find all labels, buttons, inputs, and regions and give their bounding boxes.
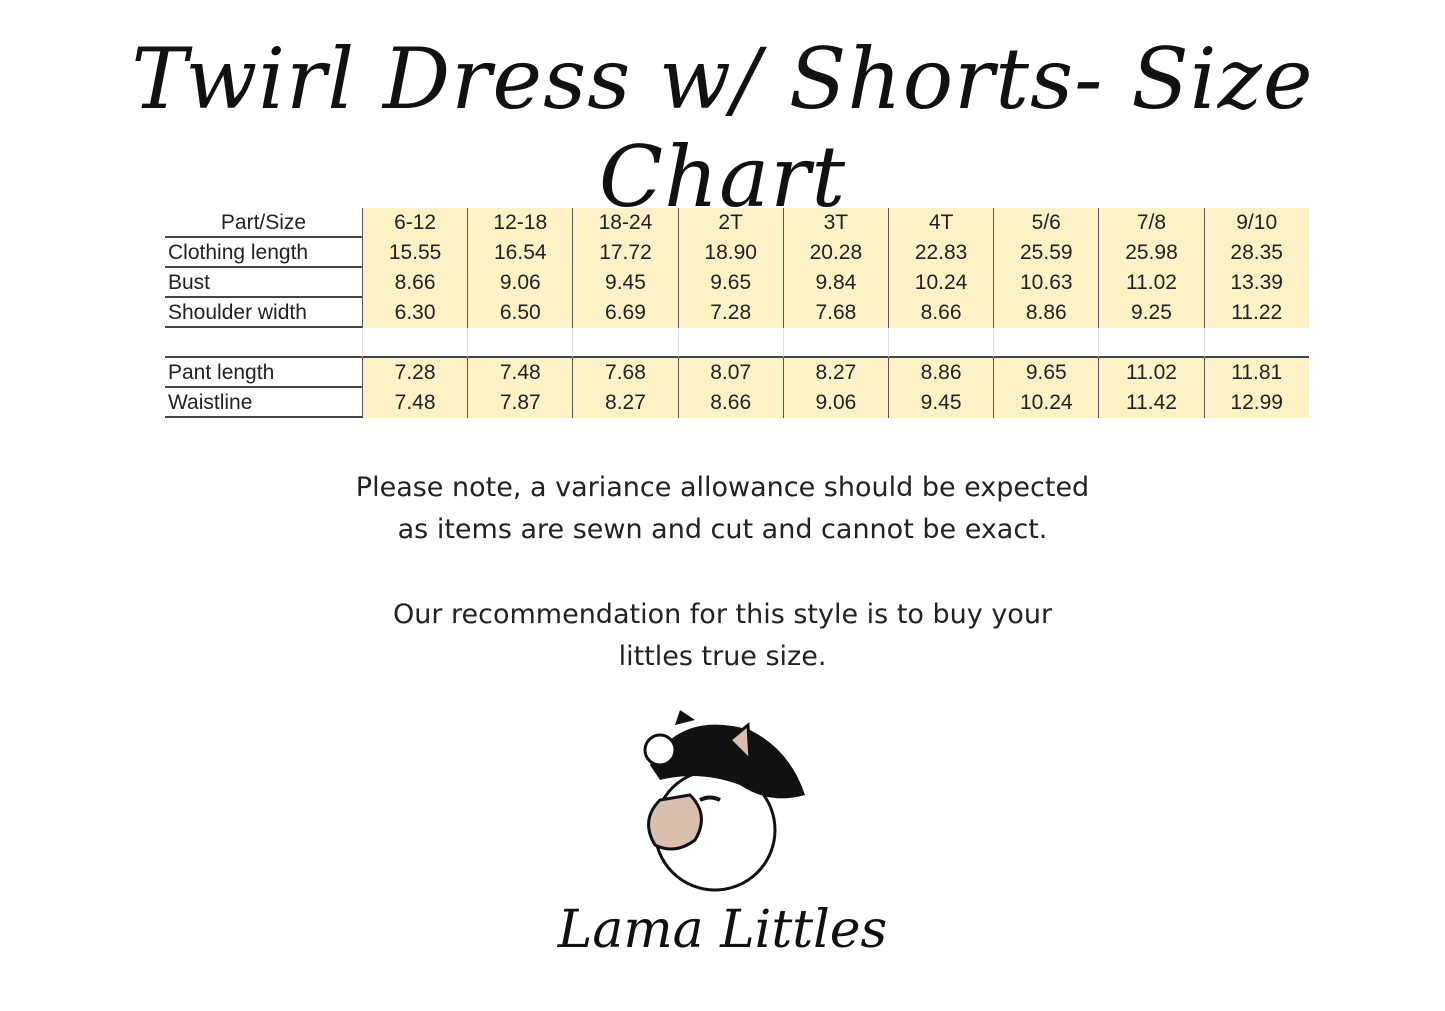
table-cell: 8.66 — [677, 388, 783, 418]
spacer-cell — [1203, 328, 1309, 358]
table-cell: 6.30 — [362, 298, 468, 328]
table-cell: 17.72 — [572, 238, 678, 268]
column-header: 12-18 — [467, 208, 573, 238]
table-cell: 22.83 — [888, 238, 994, 268]
table-cell: 7.68 — [572, 358, 678, 388]
spacer-cell — [572, 328, 678, 358]
title: Twirl Dress w/ Shorts- Size Chart — [131, 30, 1314, 226]
table-cell: 10.63 — [993, 268, 1099, 298]
note-line: Please note, a variance allowance should… — [355, 472, 1090, 503]
table-cell: 8.66 — [888, 298, 994, 328]
table-cell: 15.55 — [362, 238, 468, 268]
table-cell: 9.06 — [782, 388, 888, 418]
row-label: Bust — [165, 268, 362, 298]
table-cell: 8.86 — [888, 358, 994, 388]
column-header: 18-24 — [572, 208, 678, 238]
spacer-cell — [993, 328, 1099, 358]
table-cell: 6.69 — [572, 298, 678, 328]
spacer-cell — [467, 328, 573, 358]
spacer-cell — [362, 328, 468, 358]
table-cell: 7.68 — [782, 298, 888, 328]
table-cell: 9.45 — [572, 268, 678, 298]
table-cell: 8.27 — [782, 358, 888, 388]
table-cell: 7.87 — [467, 388, 573, 418]
note-line: as items are sewn and cut and cannot be … — [397, 514, 1048, 545]
spacer-cell — [782, 328, 888, 358]
row-label: Waistline — [165, 388, 362, 418]
table-cell: 7.48 — [467, 358, 573, 388]
column-header: 7/8 — [1098, 208, 1204, 238]
column-header: 5/6 — [993, 208, 1099, 238]
table-cell: 8.07 — [677, 358, 783, 388]
table-cell: 12.99 — [1203, 388, 1309, 418]
table-cell: 13.39 — [1203, 268, 1309, 298]
spacer-cell — [888, 328, 994, 358]
table-cell: 7.28 — [362, 358, 468, 388]
table-cell: 16.54 — [467, 238, 573, 268]
table-cell: 25.59 — [993, 238, 1099, 268]
column-header: 2T — [677, 208, 783, 238]
column-header: 3T — [782, 208, 888, 238]
table-cell: 6.50 — [467, 298, 573, 328]
table-cell: 9.84 — [782, 268, 888, 298]
table-cell: 7.48 — [362, 388, 468, 418]
table-cell: 8.66 — [362, 268, 468, 298]
spacer-cell — [165, 328, 362, 358]
note-line: littles true size. — [618, 641, 827, 672]
table-cell: 9.65 — [993, 358, 1099, 388]
llama-logo — [643, 710, 805, 892]
table-cell: 11.02 — [1098, 268, 1204, 298]
column-header: 6-12 — [362, 208, 468, 238]
row-label: Shoulder width — [165, 298, 362, 328]
table-cell: 18.90 — [677, 238, 783, 268]
table-cell: 7.28 — [677, 298, 783, 328]
table-cell: 9.25 — [1098, 298, 1204, 328]
spacer-cell — [677, 328, 783, 358]
row-label: Clothing length — [165, 238, 362, 268]
table-cell: 10.24 — [888, 268, 994, 298]
table-cell: 11.22 — [1203, 298, 1309, 328]
note-line: Our recommendation for this style is to … — [392, 599, 1053, 630]
table-cell: 28.35 — [1203, 238, 1309, 268]
spacer-cell — [1098, 328, 1204, 358]
table-cell: 9.45 — [888, 388, 994, 418]
table-cell: 10.24 — [993, 388, 1099, 418]
table-cell: 11.81 — [1203, 358, 1309, 388]
table-cell: 11.42 — [1098, 388, 1204, 418]
table-cell: 8.27 — [572, 388, 678, 418]
logo-text: Lama Littles — [557, 900, 888, 960]
table-cell: 25.98 — [1098, 238, 1204, 268]
table-cell: 8.86 — [993, 298, 1099, 328]
column-header: Part/Size — [165, 208, 362, 238]
row-label: Pant length — [165, 358, 362, 388]
table-cell: 9.65 — [677, 268, 783, 298]
table-cell: 9.06 — [467, 268, 573, 298]
column-header: 4T — [888, 208, 994, 238]
table-cell: 11.02 — [1098, 358, 1204, 388]
table-cell: 20.28 — [782, 238, 888, 268]
column-header: 9/10 — [1203, 208, 1309, 238]
